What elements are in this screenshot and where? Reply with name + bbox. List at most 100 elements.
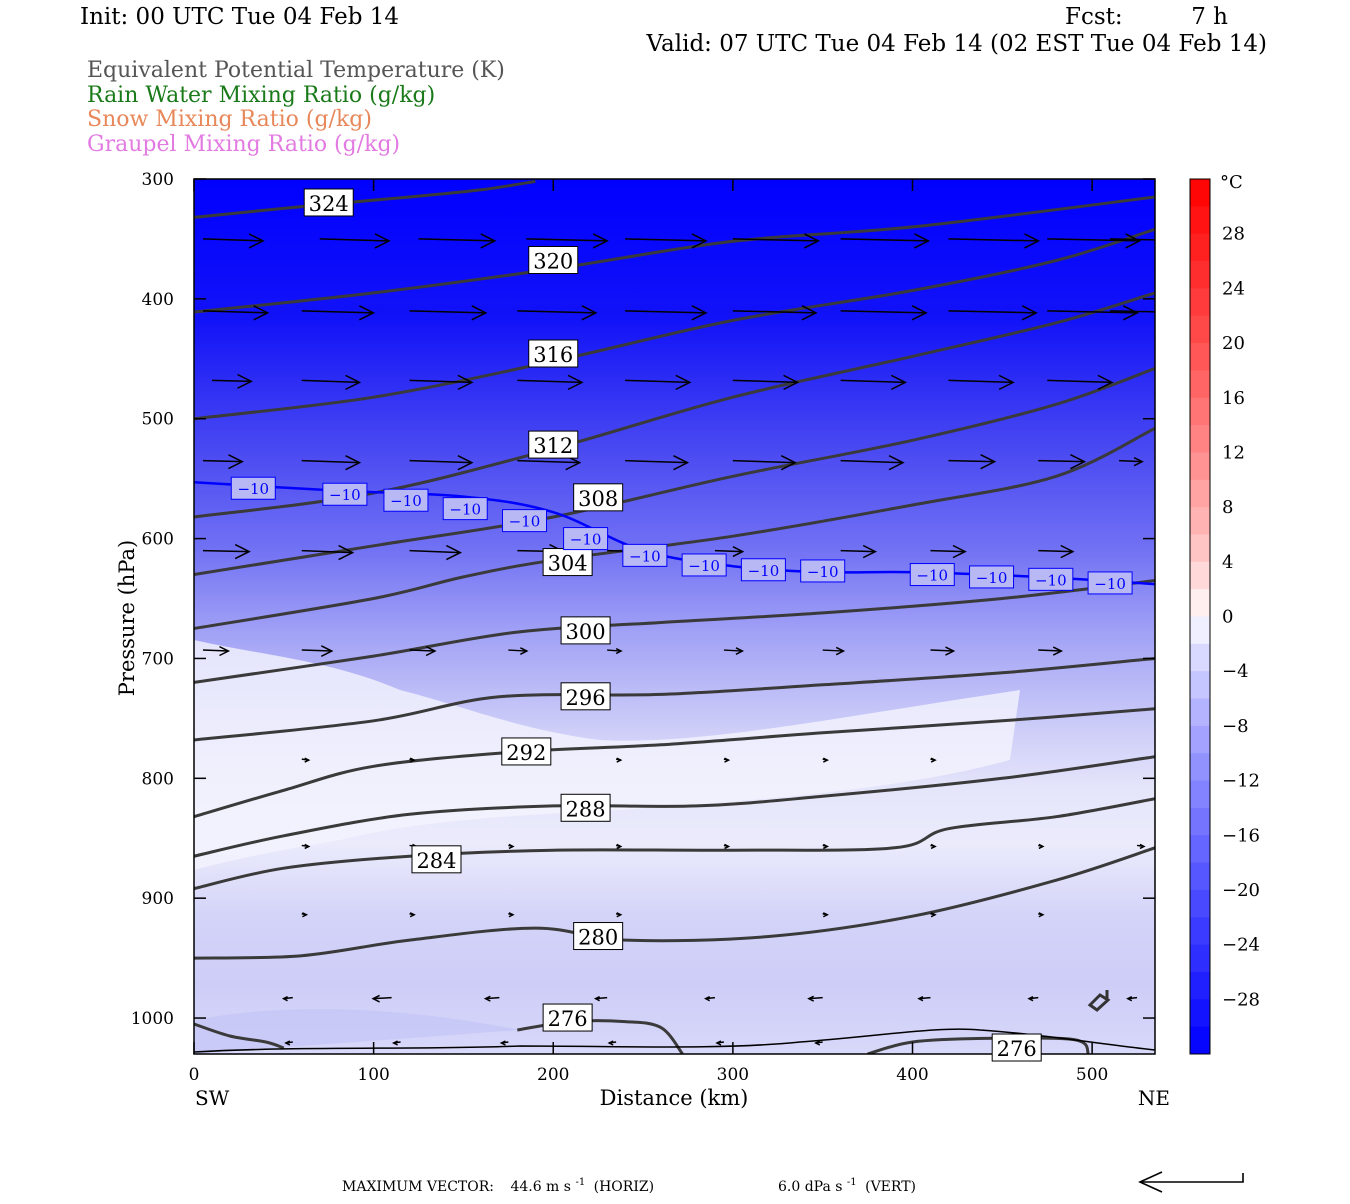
colorbar-segment <box>1190 233 1210 262</box>
x-tick-label: 500 <box>1076 1065 1108 1085</box>
wind-vector <box>723 757 731 763</box>
theta-e-label-text: 308 <box>578 487 618 511</box>
field-label-theta-e: Equivalent Potential Temperature (K) <box>87 58 505 83</box>
wind-vector <box>840 374 907 391</box>
y-tick-label: 400 <box>142 290 174 310</box>
colorbar-segment <box>1190 288 1210 317</box>
y-tick-label: 800 <box>142 769 174 789</box>
temperature-label: −10 <box>909 563 955 587</box>
x-tick-label: 200 <box>537 1065 569 1085</box>
wind-vector <box>840 455 905 471</box>
colorbar-segment <box>1190 780 1210 809</box>
wind-vector <box>202 305 270 321</box>
theta-e-label-box <box>542 548 593 577</box>
wind-vector <box>732 374 800 391</box>
theta-e-label-text: 296 <box>566 686 606 710</box>
temperature-label: −10 <box>230 476 276 500</box>
wind-vector <box>202 645 231 657</box>
valid-time: Valid: 07 UTC Tue 04 Feb 14 (02 EST Tue … <box>646 31 1267 57</box>
colorbar-segment <box>1190 534 1210 563</box>
cool-pocket <box>194 1009 520 1054</box>
wind-vector <box>1038 454 1087 470</box>
colorbar-segment <box>1190 917 1210 946</box>
temperature-label-text: −10 <box>449 501 481 519</box>
colorbar-tick-label: 0 <box>1222 607 1233 628</box>
theta-e-label-box <box>501 737 552 766</box>
theta-e-label-text: 300 <box>566 620 606 644</box>
temperature-label-text: −10 <box>1094 575 1126 593</box>
y-tick-label: 300 <box>142 170 174 190</box>
wind-vector <box>284 1040 293 1046</box>
wind-vector <box>409 455 474 471</box>
colorbar-tick-label: −4 <box>1222 661 1249 682</box>
field-label-rain: Rain Water Mixing Ratio (g/kg) <box>87 83 435 108</box>
wind-vector <box>625 233 708 249</box>
max-vector-horiz-value: 44.6 m s <box>510 1179 571 1195</box>
svg-text:6.0 dPa s -1 (: 6.0 dPa s -1 (VERT) <box>778 1173 916 1195</box>
temperature-label-box <box>622 543 668 567</box>
theta-e-label-308: 308 <box>573 483 624 512</box>
temperature-label-box <box>681 553 727 577</box>
y-tick-label: 600 <box>142 530 174 550</box>
wind-vector <box>615 912 623 918</box>
temperature-label-box <box>1087 571 1133 595</box>
temperature-label-text: −10 <box>629 547 661 565</box>
max-vector-horiz-tag: (HORIZ) <box>594 1179 654 1195</box>
temperature-label-text: −10 <box>748 562 780 580</box>
wind-vector <box>807 995 823 1002</box>
field-label-graupel: Graupel Mixing Ratio (g/kg) <box>87 132 400 157</box>
colorbar-segment <box>1190 862 1210 891</box>
temperature-label: −10 <box>969 565 1015 589</box>
wind-vector <box>211 373 253 389</box>
wind-vector <box>409 305 488 321</box>
temperature-label: −10 <box>681 553 727 577</box>
init-time: Init: 00 UTC Tue 04 Feb 14 <box>80 4 399 30</box>
x-axis-right-direction: NE <box>1138 1086 1170 1110</box>
wind-vector <box>1038 912 1045 918</box>
wind-vector <box>930 646 956 656</box>
wind-vector <box>607 647 623 655</box>
theta-e-label-box <box>303 188 354 217</box>
wind-vector <box>625 305 708 321</box>
wind-vector <box>409 757 416 763</box>
wind-vector <box>1038 646 1064 656</box>
colorbar-tick-label: −12 <box>1222 771 1260 792</box>
wind-vector <box>1126 995 1138 1002</box>
wind-vector <box>499 1040 509 1046</box>
wind-vector <box>526 233 609 249</box>
theta-e-label-box <box>991 1033 1042 1062</box>
wind-vector <box>715 1040 725 1046</box>
x-axis-title: Distance (km) <box>600 1086 749 1110</box>
wind-vector <box>840 305 928 321</box>
temperature-label-text: −10 <box>237 480 269 498</box>
theta-e-contour-unlabeled <box>194 1022 285 1050</box>
x-tick-label: 0 <box>189 1065 200 1085</box>
colorbar-tick-label: 4 <box>1222 552 1233 573</box>
wind-vector <box>301 645 334 657</box>
theta-e-label-284: 284 <box>411 845 462 874</box>
colorbar-segment <box>1190 889 1210 918</box>
colorbar-tick-label: 16 <box>1222 388 1245 409</box>
theta-e-label-box <box>560 616 611 645</box>
temperature-label-text: −10 <box>807 563 839 581</box>
colorbar-segment <box>1190 671 1210 700</box>
wind-vector <box>1027 995 1039 1002</box>
temperature-label-box <box>1028 567 1074 591</box>
wind-vector <box>508 843 515 850</box>
theta-e-label-288: 288 <box>560 793 611 822</box>
colorbar-segment <box>1190 343 1210 371</box>
y-axis-title: Pressure (hPa) <box>115 540 139 696</box>
wind-vector <box>1047 233 1142 249</box>
temperature-shading <box>194 179 1155 1054</box>
colorbar-tick-label: −8 <box>1222 716 1249 737</box>
colorbar-tick-label: 12 <box>1222 442 1245 463</box>
svg-text:MAXIMUM VECTOR: 44.6 m: MAXIMUM VECTOR: 44.6 m s -1 (HORIZ) <box>342 1173 654 1195</box>
temperature-label-box <box>800 559 846 583</box>
theta-e-contour-308 <box>194 366 1155 576</box>
wind-vector <box>508 912 515 918</box>
terrain-line <box>194 1028 1155 1053</box>
theta-e-contour-296 <box>194 657 1155 742</box>
temperature-label-box <box>563 527 609 551</box>
colorbar-segment <box>1190 425 1210 453</box>
